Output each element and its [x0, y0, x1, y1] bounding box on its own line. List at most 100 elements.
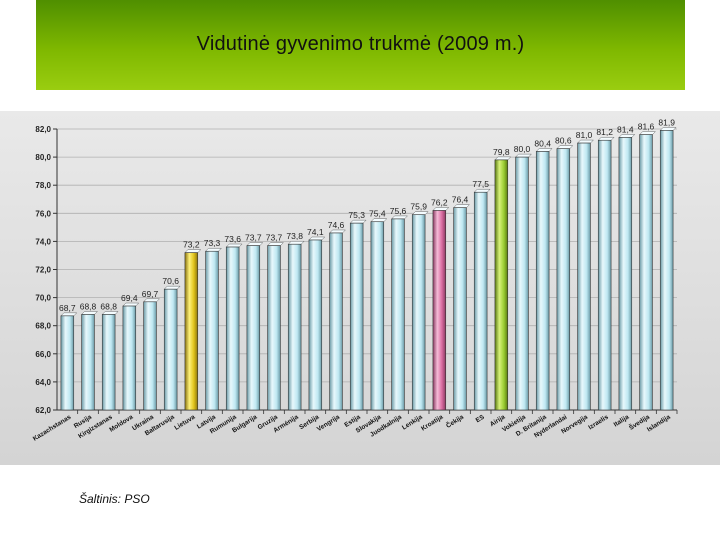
value-label: 76,4: [452, 195, 469, 205]
value-label: 68,8: [80, 301, 97, 311]
bar-cap: [246, 242, 264, 246]
bar: [370, 221, 385, 411]
bar: [101, 314, 116, 411]
y-tick-label: 82,0: [35, 125, 51, 134]
value-label: 73,3: [204, 238, 221, 248]
bar: [453, 207, 467, 411]
bar: [535, 151, 550, 411]
y-tick-label: 72,0: [35, 266, 51, 275]
category-label: ES: [475, 413, 487, 424]
bar: [267, 245, 281, 411]
bar-cap: [618, 134, 636, 138]
value-label: 81,9: [658, 117, 675, 127]
category-label: Čekija: [444, 412, 465, 430]
value-label: 81,4: [617, 124, 634, 134]
bar: [659, 130, 674, 411]
bar: [184, 252, 199, 411]
value-label: 76,2: [431, 197, 448, 207]
life-expectancy-bar-chart: 62,0 64,0 66,0 68,0 70,0 72,0 74,0 76,0 78,0 80,0…: [32, 117, 678, 443]
bar-cap: [205, 248, 222, 252]
bar-cap: [473, 189, 491, 193]
bar-cap: [535, 148, 553, 152]
bar-cap: [267, 242, 284, 246]
bar: [577, 142, 591, 411]
bar: [308, 239, 323, 411]
value-label: 80,4: [534, 138, 551, 148]
bar-cap: [122, 302, 140, 307]
value-label: 73,2: [183, 240, 200, 250]
bar-cap: [370, 218, 388, 222]
bar-cap: [432, 207, 450, 211]
y-tick-label: 74,0: [35, 237, 51, 246]
y-tick-label: 62,0: [35, 406, 51, 415]
bar-cap: [453, 204, 470, 208]
value-label: 73,8: [286, 231, 303, 241]
bar-cap: [163, 285, 181, 290]
bar-cap: [391, 215, 408, 220]
value-label: 75,4: [369, 209, 386, 219]
bar: [225, 246, 240, 411]
chart-panel: 62,0 64,0 66,0 68,0 70,0 72,0 74,0 76,0 78,0 80,0…: [0, 111, 720, 465]
y-tick-label: 70,0: [35, 294, 51, 303]
bar: [639, 134, 653, 411]
page-title: Vidutinė gyvenimo trukmė (2009 m.): [196, 33, 525, 55]
y-tick-label: 80,0: [35, 153, 51, 162]
bar-cap: [411, 211, 429, 215]
value-label: 69,7: [142, 289, 159, 299]
bar-cap: [597, 137, 615, 141]
value-label: 73,7: [245, 233, 262, 243]
bar: [391, 218, 405, 411]
bar: [287, 243, 302, 411]
bar: [349, 222, 364, 411]
value-label: 81,0: [576, 130, 593, 140]
bar-cap: [287, 241, 305, 245]
bar: [432, 210, 447, 411]
bar: [556, 148, 571, 411]
value-label: 80,0: [514, 144, 531, 154]
bar: [473, 191, 488, 411]
y-tick-label: 64,0: [35, 378, 51, 387]
bar-cap: [494, 156, 512, 161]
y-tick-label: 68,0: [35, 322, 51, 331]
bar-cap: [515, 153, 532, 158]
value-label: 68,7: [59, 303, 76, 313]
bar-cap: [60, 312, 78, 317]
category-label: Moldova: [108, 414, 134, 434]
value-label: 80,6: [555, 136, 572, 146]
bar-cap: [143, 298, 160, 303]
value-label: 79,8: [493, 147, 510, 157]
bar: [515, 156, 529, 411]
bar: [329, 232, 343, 411]
y-tick-label: 78,0: [35, 181, 51, 190]
bar: [411, 214, 426, 411]
bar: [494, 159, 509, 411]
value-label: 73,6: [224, 234, 241, 244]
bar-cap: [577, 139, 594, 144]
bar-cap: [556, 145, 574, 149]
bar-cap: [329, 229, 346, 234]
bar: [60, 315, 75, 411]
value-label: 73,7: [266, 233, 283, 243]
value-label: 74,6: [328, 220, 345, 230]
category-label: Kroatija: [420, 414, 445, 433]
value-label: 75,6: [390, 206, 407, 216]
value-label: 81,2: [596, 127, 613, 137]
bar: [597, 139, 612, 411]
bar-cap: [659, 127, 677, 131]
category-label: Vengrija: [316, 414, 341, 434]
category-label: Islandija: [646, 414, 672, 434]
value-label: 77,5: [472, 179, 489, 189]
bar: [143, 301, 157, 411]
value-label: 81,6: [638, 122, 655, 132]
value-label: 70,6: [162, 276, 179, 286]
bar-cap: [184, 249, 202, 253]
category-label: Lietuva: [173, 414, 196, 432]
value-label: 69,4: [121, 293, 138, 303]
bar: [618, 137, 633, 411]
value-label: 68,8: [100, 301, 117, 311]
value-label: 75,9: [410, 202, 427, 212]
category-label: Izraelis: [587, 414, 610, 432]
bar: [163, 288, 178, 411]
bar-cap: [349, 219, 367, 224]
bar: [122, 305, 137, 411]
